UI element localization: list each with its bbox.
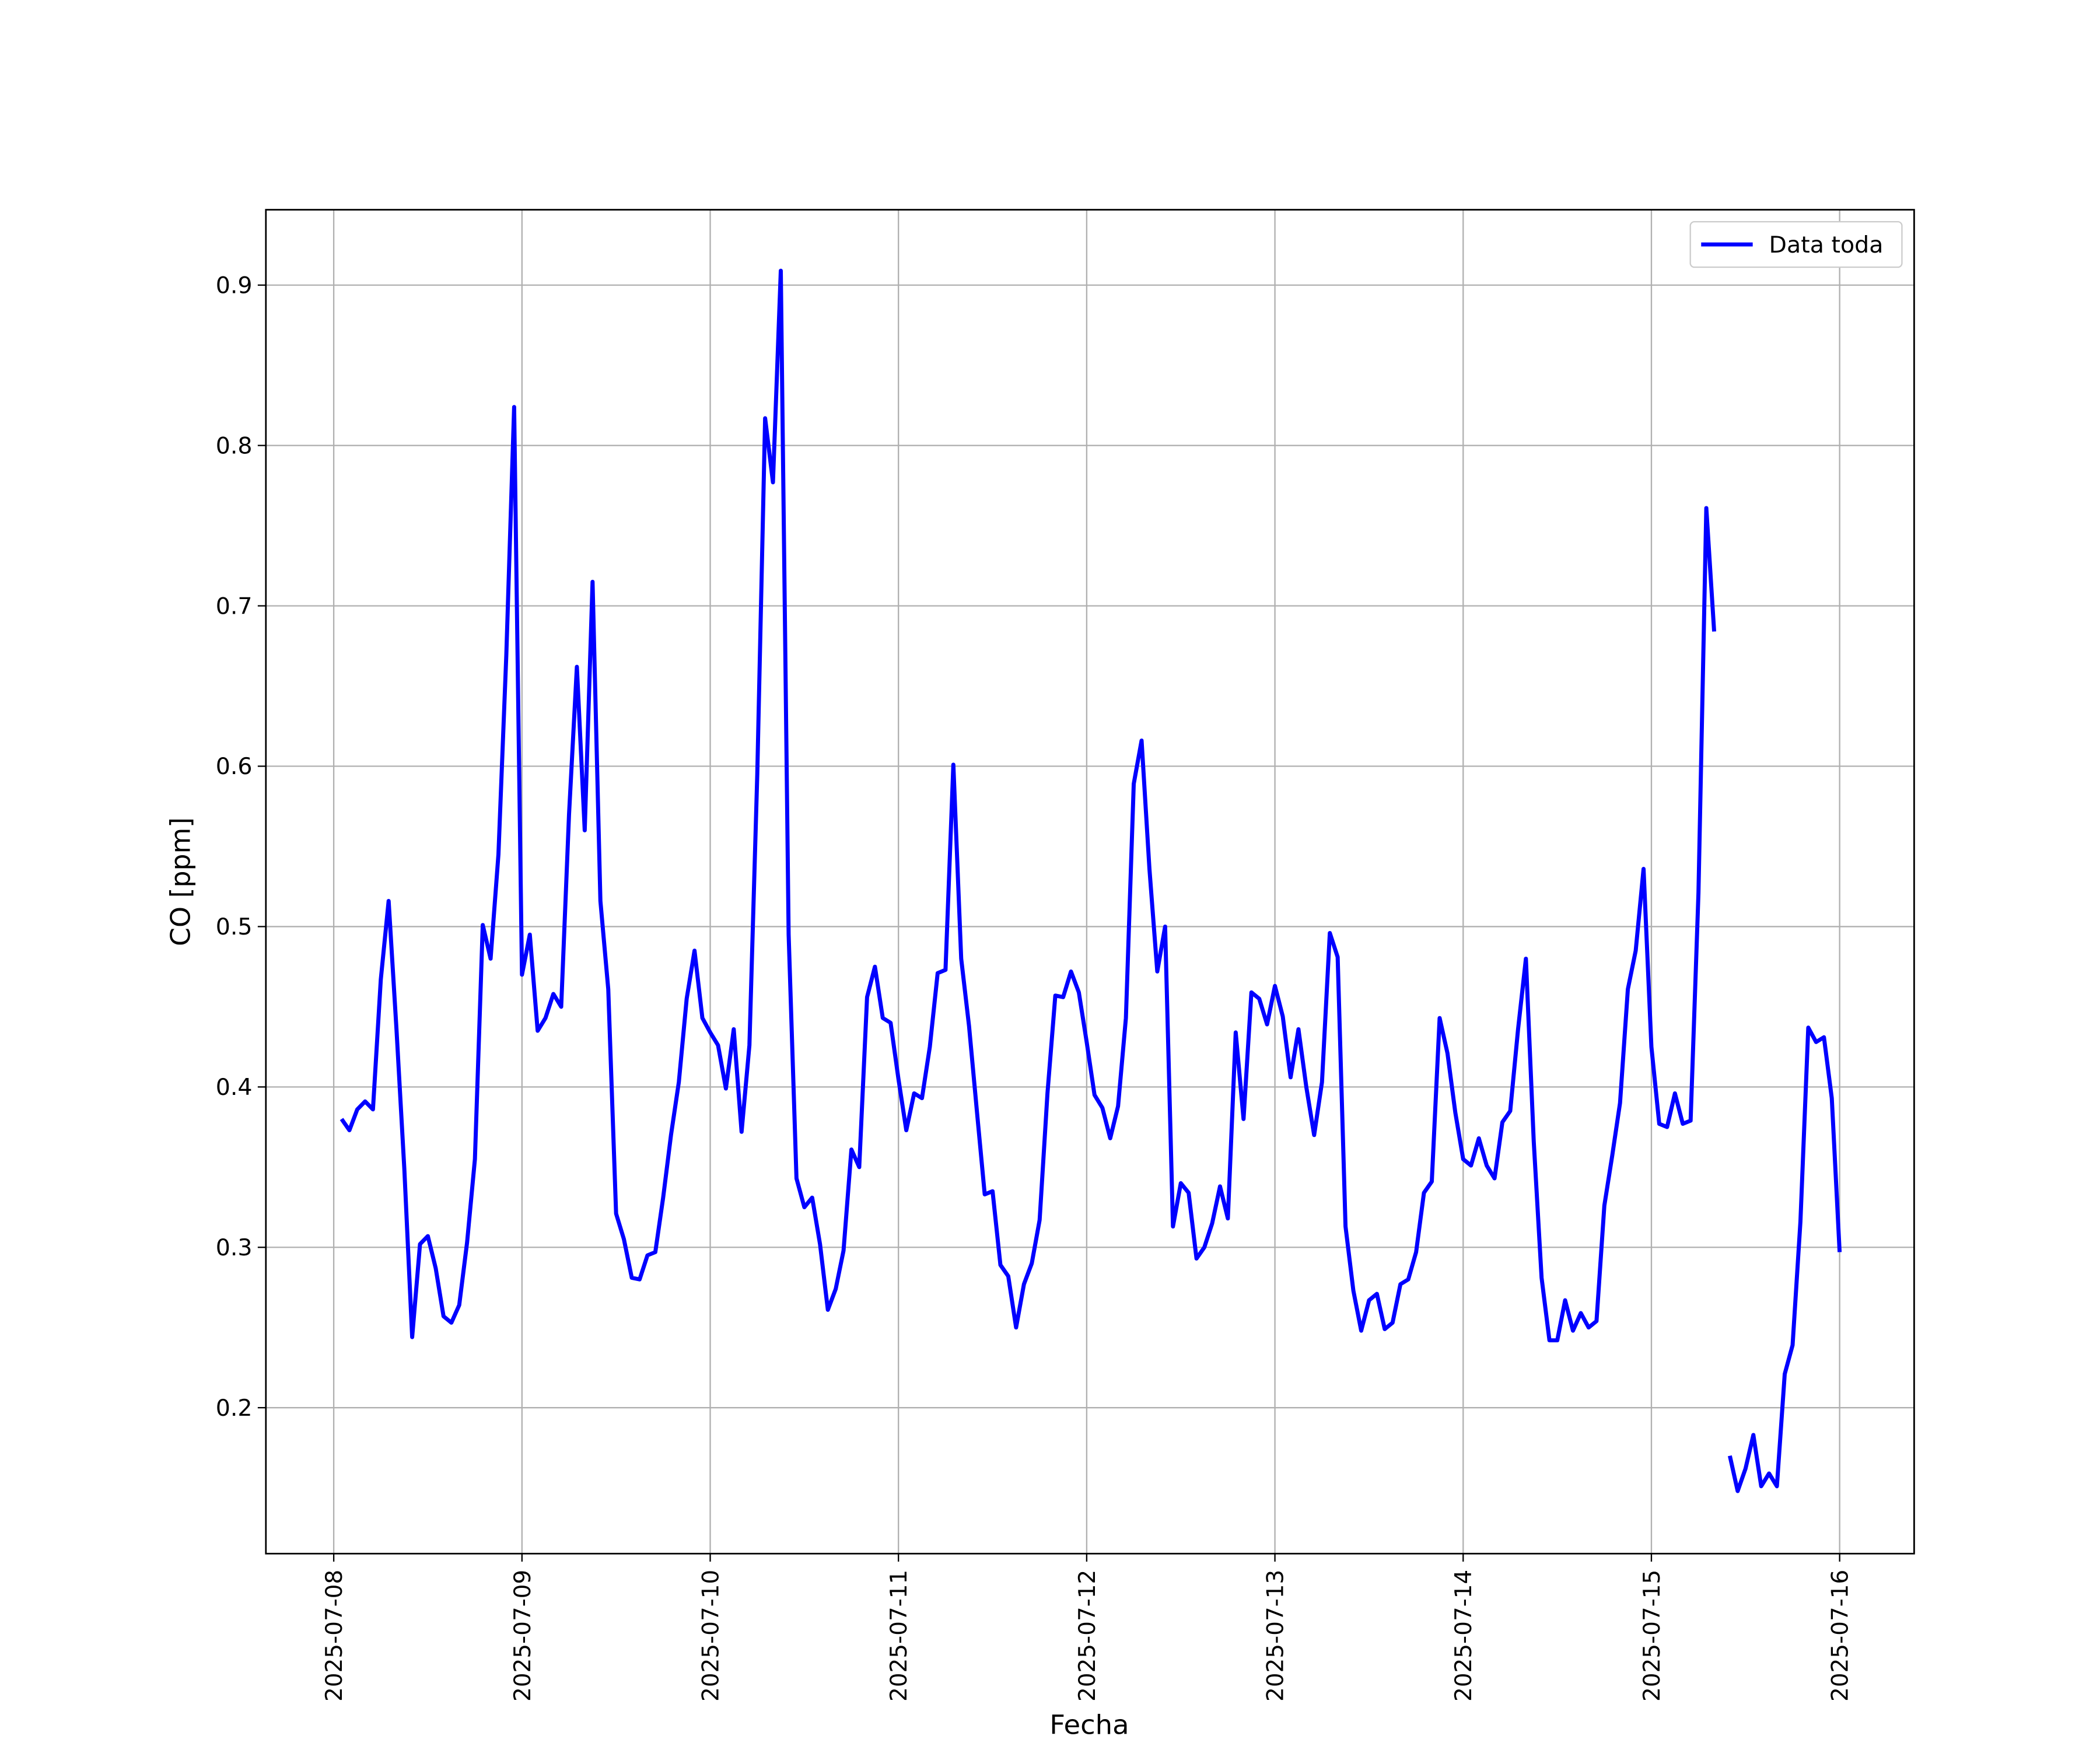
y-tick-label: 0.8 xyxy=(216,433,253,460)
x-tick-label: 2025-07-08 xyxy=(321,1570,348,1702)
x-tick-label: 2025-07-10 xyxy=(698,1570,724,1702)
plot-frame xyxy=(265,209,1915,1555)
legend: Data toda xyxy=(1689,221,1903,268)
y-axis-label: CO [ppm] xyxy=(164,817,196,946)
y-tick-label: 0.4 xyxy=(216,1074,253,1101)
x-tick-label: 2025-07-12 xyxy=(1074,1570,1101,1702)
x-tick-label: 2025-07-14 xyxy=(1451,1570,1477,1702)
x-tick-label: 2025-07-11 xyxy=(886,1570,912,1702)
x-tick-label: 2025-07-15 xyxy=(1639,1570,1665,1702)
x-tick-label: 2025-07-13 xyxy=(1262,1570,1289,1702)
y-tick-label: 0.7 xyxy=(216,594,253,620)
legend-label: Data toda xyxy=(1769,232,1884,258)
legend-box xyxy=(1689,221,1903,268)
y-tick-label: 0.3 xyxy=(216,1235,253,1261)
y-tick-label: 0.5 xyxy=(216,914,253,940)
y-tick-label: 0.2 xyxy=(216,1395,253,1422)
y-tick-label: 0.6 xyxy=(216,754,253,780)
x-tick-label: 2025-07-09 xyxy=(509,1570,536,1702)
y-tick-label: 0.9 xyxy=(216,273,253,299)
x-tick-label: 2025-07-16 xyxy=(1827,1570,1853,1702)
x-axis-label: Fecha xyxy=(1049,1709,1129,1741)
data-line xyxy=(340,268,1842,1493)
